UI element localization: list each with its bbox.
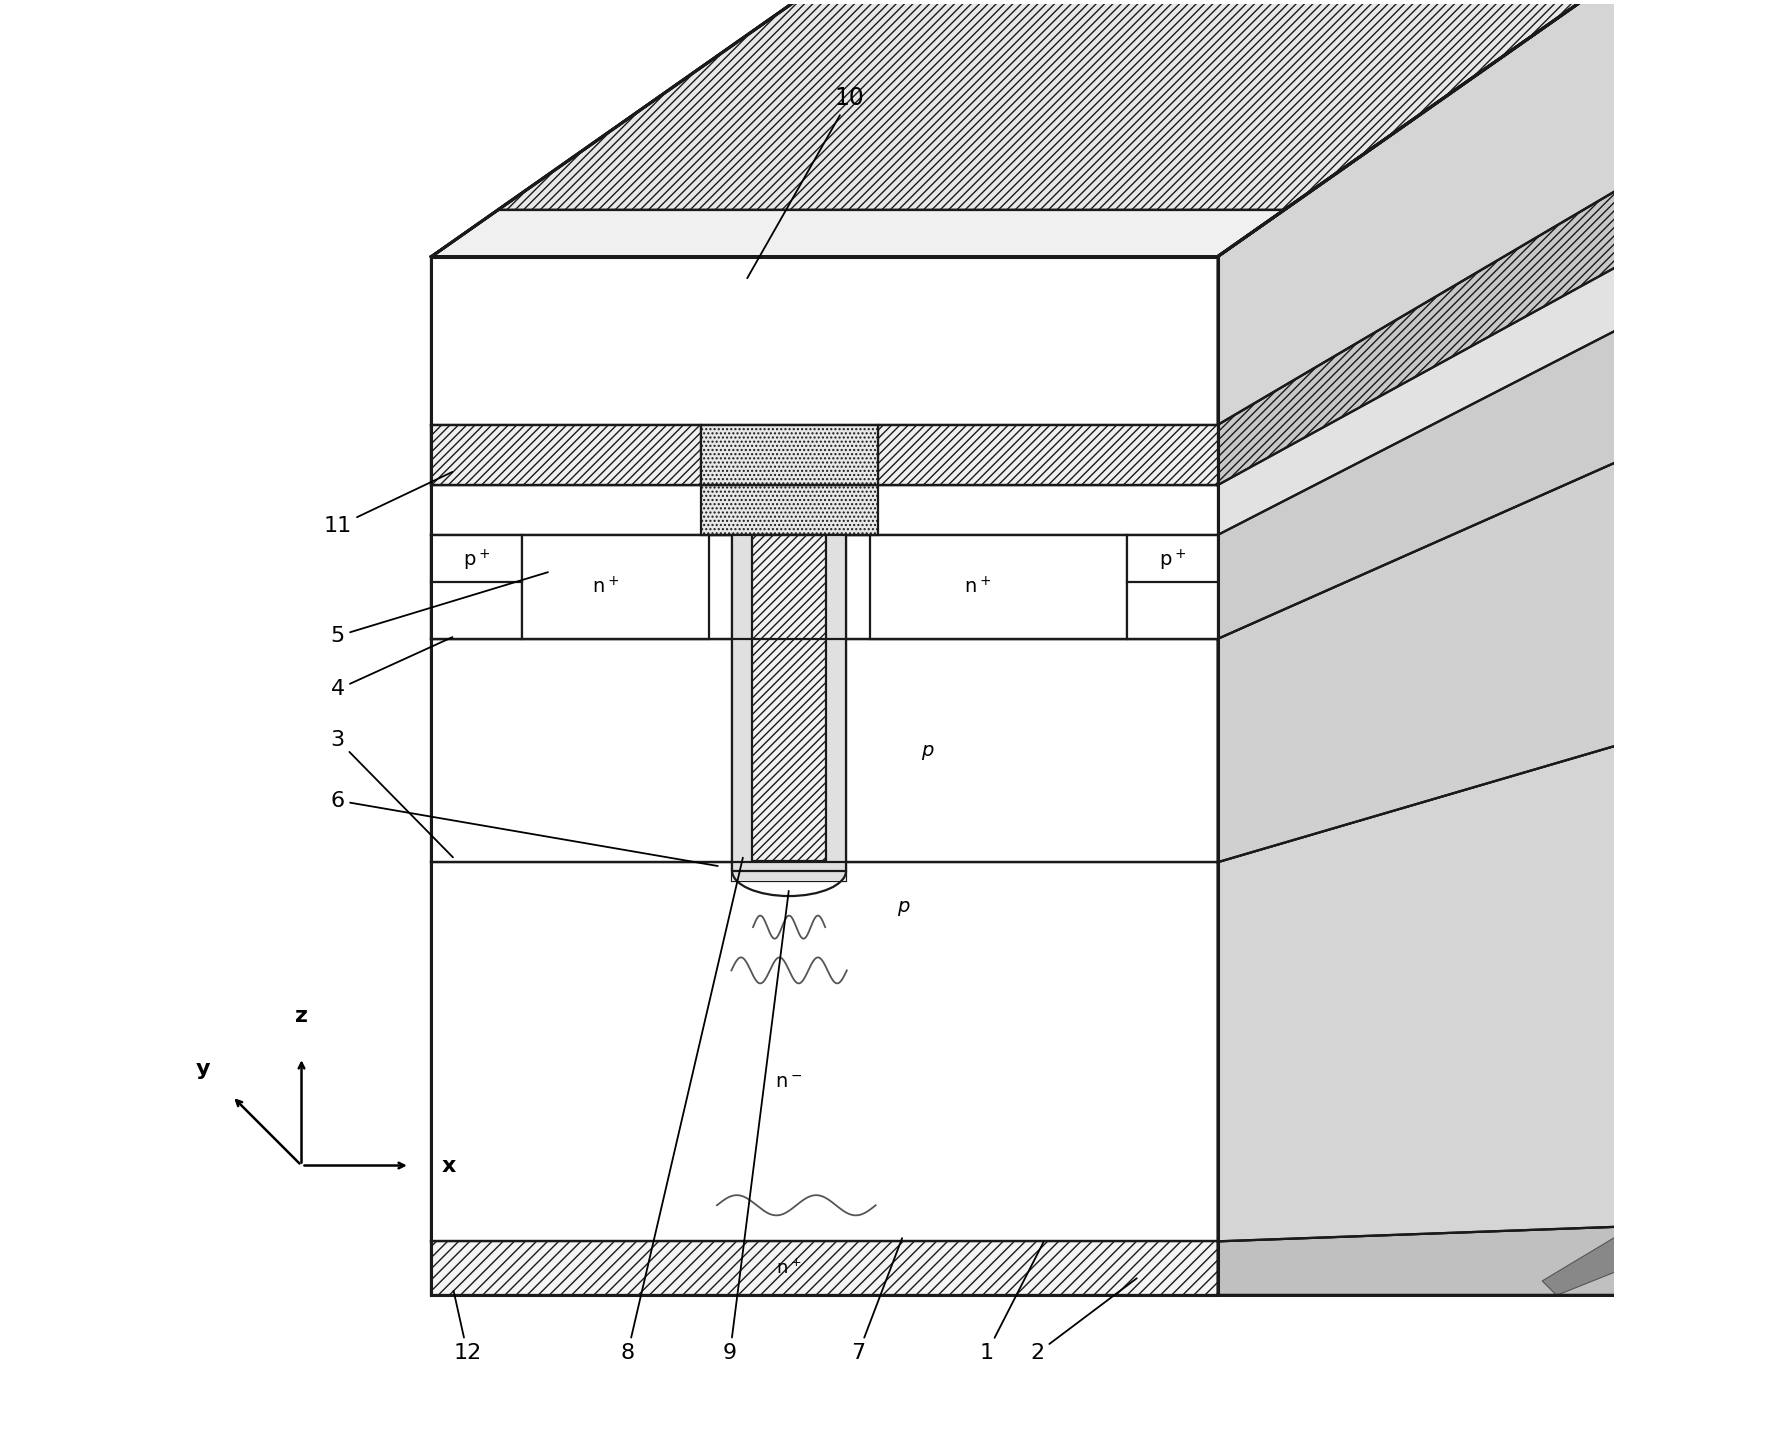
Polygon shape bbox=[1218, 234, 1629, 569]
Polygon shape bbox=[498, 0, 1629, 210]
Polygon shape bbox=[1218, 183, 1629, 485]
Text: p$^+$: p$^+$ bbox=[1159, 548, 1186, 573]
Polygon shape bbox=[432, 0, 941, 257]
Text: 6: 6 bbox=[330, 791, 718, 866]
Polygon shape bbox=[1218, 499, 1629, 776]
Polygon shape bbox=[923, 0, 1432, 257]
Text: n$^+$: n$^+$ bbox=[593, 576, 620, 598]
Polygon shape bbox=[700, 425, 877, 485]
Text: 2: 2 bbox=[1031, 1278, 1136, 1362]
Text: 7: 7 bbox=[852, 1238, 902, 1362]
Text: 12: 12 bbox=[454, 1291, 482, 1362]
Text: n$^+$: n$^+$ bbox=[777, 1258, 802, 1278]
Polygon shape bbox=[432, 425, 700, 485]
Polygon shape bbox=[1218, 0, 1629, 360]
Text: 9: 9 bbox=[723, 891, 789, 1362]
Polygon shape bbox=[1218, 457, 1629, 862]
Polygon shape bbox=[1218, 765, 1629, 984]
Text: p$^+$: p$^+$ bbox=[463, 548, 489, 573]
Polygon shape bbox=[700, 485, 877, 535]
Text: y: y bbox=[196, 1059, 211, 1080]
Polygon shape bbox=[432, 862, 1218, 1242]
Polygon shape bbox=[1218, 100, 1629, 464]
Text: x: x bbox=[441, 1155, 455, 1175]
Polygon shape bbox=[1541, 1238, 1629, 1296]
Polygon shape bbox=[1218, 366, 1629, 672]
Polygon shape bbox=[1120, 0, 1629, 257]
Text: p: p bbox=[922, 741, 934, 760]
Text: 3: 3 bbox=[330, 730, 454, 858]
Polygon shape bbox=[732, 535, 847, 881]
Polygon shape bbox=[432, 257, 1218, 425]
Polygon shape bbox=[732, 860, 847, 881]
Polygon shape bbox=[752, 535, 825, 860]
Text: n$^-$: n$^-$ bbox=[775, 1072, 802, 1091]
Polygon shape bbox=[432, 1242, 1218, 1296]
Polygon shape bbox=[432, 425, 1218, 485]
Polygon shape bbox=[432, 485, 1218, 535]
Polygon shape bbox=[432, 535, 522, 638]
Polygon shape bbox=[825, 0, 1334, 257]
Polygon shape bbox=[1218, 1162, 1629, 1296]
Text: 11: 11 bbox=[323, 472, 452, 537]
Text: n$^+$: n$^+$ bbox=[964, 576, 991, 598]
Text: 8: 8 bbox=[620, 858, 743, 1362]
Polygon shape bbox=[1022, 0, 1531, 257]
Polygon shape bbox=[432, 257, 1218, 1296]
Text: 10: 10 bbox=[747, 86, 864, 279]
Polygon shape bbox=[1218, 631, 1629, 879]
Polygon shape bbox=[732, 535, 752, 860]
Polygon shape bbox=[522, 535, 709, 638]
Polygon shape bbox=[1127, 535, 1218, 638]
Polygon shape bbox=[1218, 741, 1629, 1242]
Polygon shape bbox=[530, 0, 1039, 257]
Polygon shape bbox=[1218, 0, 1629, 425]
Text: 4: 4 bbox=[330, 637, 452, 699]
Polygon shape bbox=[432, 535, 1218, 638]
Polygon shape bbox=[1218, 1030, 1629, 1191]
Polygon shape bbox=[870, 535, 1127, 638]
Polygon shape bbox=[1218, 324, 1629, 638]
Polygon shape bbox=[727, 0, 1236, 257]
Text: 5: 5 bbox=[330, 572, 548, 646]
Polygon shape bbox=[432, 638, 1218, 862]
Polygon shape bbox=[1218, 1226, 1629, 1296]
Text: p: p bbox=[897, 897, 909, 917]
Polygon shape bbox=[629, 0, 1138, 257]
Polygon shape bbox=[1218, 897, 1629, 1088]
Polygon shape bbox=[432, 210, 1284, 257]
Polygon shape bbox=[825, 535, 847, 860]
Polygon shape bbox=[877, 425, 1218, 485]
Text: 1: 1 bbox=[981, 1242, 1043, 1362]
Polygon shape bbox=[432, 0, 1629, 257]
Text: z: z bbox=[295, 1006, 307, 1026]
